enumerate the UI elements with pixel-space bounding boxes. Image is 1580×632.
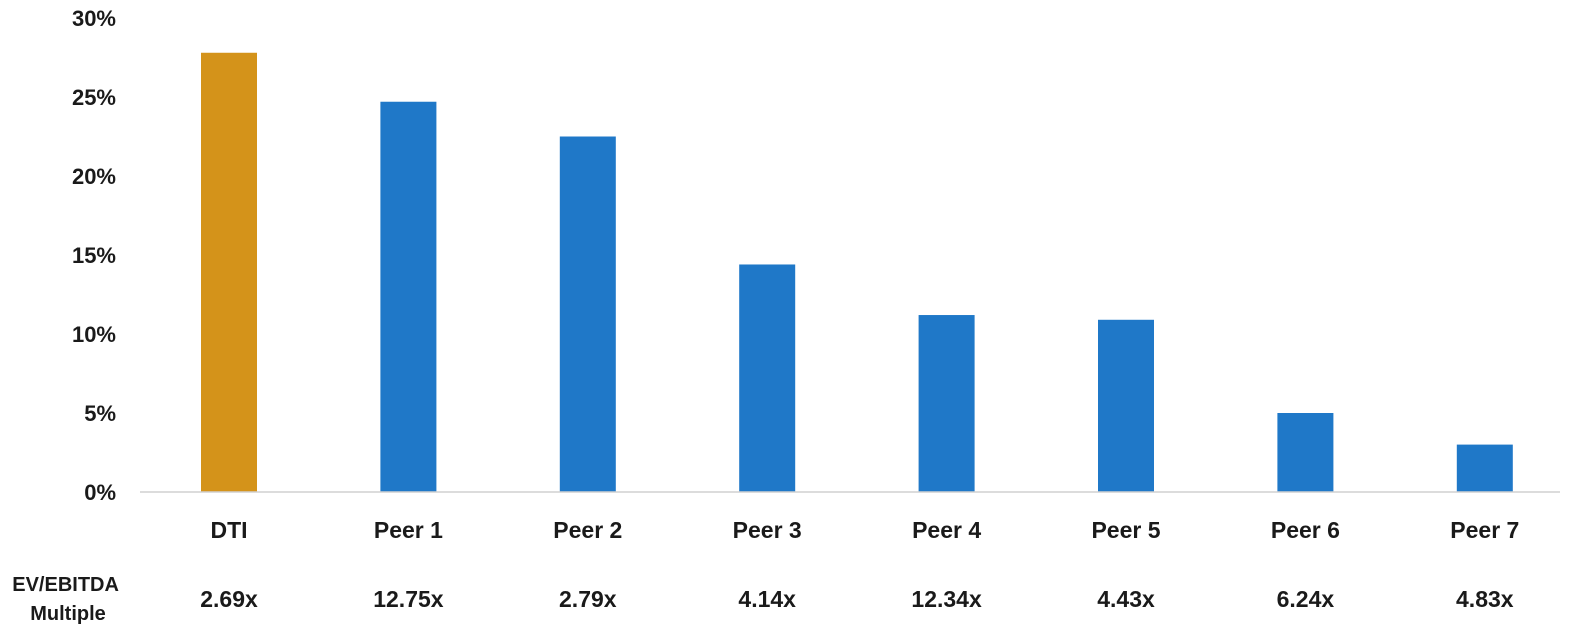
y-tick-label: 25% [72, 85, 116, 110]
x-category-label: Peer 7 [1450, 517, 1519, 543]
bar-peer-3 [739, 264, 796, 492]
multiple-value: 12.34x [911, 586, 982, 612]
y-tick-label: 0% [84, 480, 116, 505]
bar-dti [201, 52, 257, 492]
multiple-value: 4.83x [1456, 586, 1514, 612]
y-tick-label: 10% [72, 322, 116, 347]
multiple-value: 2.79x [559, 586, 617, 612]
multiple-row-label-line-2: Multiple [30, 603, 106, 625]
bars [201, 52, 1513, 493]
x-category-label: Peer 1 [374, 517, 443, 543]
multiple-value: 4.43x [1097, 586, 1155, 612]
y-axis: 0% 5% 10% 15% 20% 25% 30% [72, 6, 116, 505]
bar-peer-5 [1098, 319, 1154, 492]
x-axis-labels: DTI Peer 1 Peer 2 Peer 3 Peer 4 Peer 5 Peer 6 P… [210, 517, 1519, 543]
bar-peer-4 [918, 315, 975, 492]
x-category-label: Peer 5 [1091, 517, 1160, 543]
x-category-label: DTI [210, 517, 247, 543]
multiple-value: 4.14x [738, 586, 796, 612]
x-category-label: Peer 4 [912, 517, 981, 543]
bar-peer-6 [1277, 413, 1334, 492]
multiple-row-values: 2.69x 12.75x 2.79x 4.14x 12.34x 4.43x 6.24x 4.8… [200, 586, 1514, 612]
bar-peer-1 [380, 101, 437, 493]
multiple-row-label: EV/EBITDA Multiple [12, 574, 124, 625]
multiple-value: 12.75x [373, 586, 444, 612]
y-tick-label: 5% [84, 401, 116, 426]
multiple-value: 2.69x [200, 586, 258, 612]
y-tick-label: 15% [72, 243, 116, 268]
x-category-label: Peer 2 [553, 517, 622, 543]
y-tick-label: 20% [72, 164, 116, 189]
y-tick-label: 30% [72, 6, 116, 31]
x-category-label: Peer 6 [1271, 517, 1340, 543]
multiple-value: 6.24x [1277, 586, 1335, 612]
x-category-label: Peer 3 [733, 517, 802, 543]
bar-peer-2 [559, 136, 616, 492]
bar-peer-7 [1456, 444, 1513, 492]
multiple-row-label-line-1: EV/EBITDA [12, 574, 118, 596]
